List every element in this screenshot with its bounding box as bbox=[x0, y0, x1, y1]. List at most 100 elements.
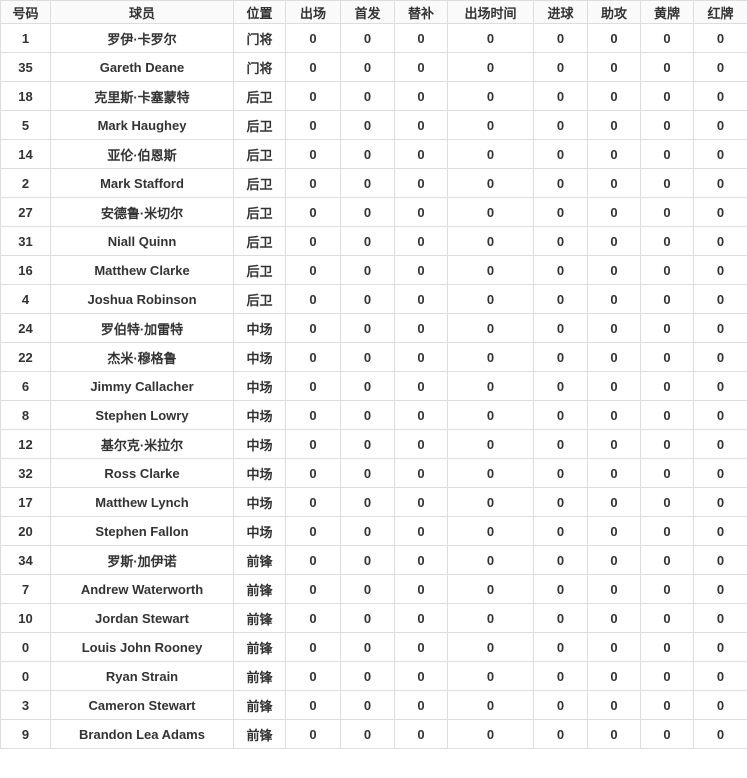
cell-red-cards: 0 bbox=[693, 661, 747, 691]
cell-assists: 0 bbox=[587, 168, 641, 198]
cell-yellow-cards: 0 bbox=[640, 487, 694, 517]
cell-minutes: 0 bbox=[447, 545, 534, 575]
cell-red-cards: 0 bbox=[693, 371, 747, 401]
cell-goals: 0 bbox=[533, 690, 588, 720]
cell-yellow-cards: 0 bbox=[640, 400, 694, 430]
cell-number: 1 bbox=[0, 23, 51, 53]
cell-appearances: 0 bbox=[285, 487, 341, 517]
cell-player: Andrew Waterworth bbox=[50, 574, 234, 604]
cell-appearances: 0 bbox=[285, 574, 341, 604]
cell-number: 7 bbox=[0, 574, 51, 604]
cell-substitute: 0 bbox=[394, 371, 448, 401]
cell-yellow-cards: 0 bbox=[640, 342, 694, 372]
cell-red-cards: 0 bbox=[693, 545, 747, 575]
cell-position: 中场 bbox=[233, 342, 286, 372]
cell-red-cards: 0 bbox=[693, 313, 747, 343]
cell-red-cards: 0 bbox=[693, 81, 747, 111]
cell-substitute: 0 bbox=[394, 168, 448, 198]
cell-substitute: 0 bbox=[394, 545, 448, 575]
cell-appearances: 0 bbox=[285, 81, 341, 111]
column-header-position: 位置 bbox=[233, 0, 286, 24]
cell-red-cards: 0 bbox=[693, 284, 747, 314]
cell-substitute: 0 bbox=[394, 139, 448, 169]
cell-substitute: 0 bbox=[394, 226, 448, 256]
cell-yellow-cards: 0 bbox=[640, 197, 694, 227]
table-body: 1 罗伊·卡罗尔 门将 0 0 0 0 0 0 0 0 35 Gareth Deane 门将 0 0 0 0 0 0 0… bbox=[0, 23, 747, 749]
cell-appearances: 0 bbox=[285, 400, 341, 430]
cell-substitute: 0 bbox=[394, 400, 448, 430]
cell-position: 后卫 bbox=[233, 284, 286, 314]
column-header-substitute: 替补 bbox=[394, 0, 448, 24]
column-header-yellow-cards: 黄牌 bbox=[640, 0, 694, 24]
cell-starts: 0 bbox=[340, 400, 395, 430]
cell-appearances: 0 bbox=[285, 313, 341, 343]
cell-goals: 0 bbox=[533, 168, 588, 198]
column-header-appearances: 出场 bbox=[285, 0, 341, 24]
table-row: 8 Stephen Lowry 中场 0 0 0 0 0 0 0 0 bbox=[0, 400, 747, 430]
cell-red-cards: 0 bbox=[693, 458, 747, 488]
cell-position: 前锋 bbox=[233, 603, 286, 633]
cell-red-cards: 0 bbox=[693, 110, 747, 140]
cell-assists: 0 bbox=[587, 197, 641, 227]
cell-yellow-cards: 0 bbox=[640, 574, 694, 604]
table-row: 6 Jimmy Callacher 中场 0 0 0 0 0 0 0 0 bbox=[0, 371, 747, 401]
cell-starts: 0 bbox=[340, 313, 395, 343]
cell-assists: 0 bbox=[587, 371, 641, 401]
cell-number: 24 bbox=[0, 313, 51, 343]
table-row: 1 罗伊·卡罗尔 门将 0 0 0 0 0 0 0 0 bbox=[0, 23, 747, 53]
cell-yellow-cards: 0 bbox=[640, 719, 694, 749]
cell-position: 后卫 bbox=[233, 197, 286, 227]
cell-starts: 0 bbox=[340, 226, 395, 256]
cell-position: 后卫 bbox=[233, 255, 286, 285]
table-header: 号码 球员 位置 出场 首发 替补 出场时间 进球 助攻 黄牌 红牌 bbox=[0, 0, 747, 24]
cell-player: Mark Stafford bbox=[50, 168, 234, 198]
cell-starts: 0 bbox=[340, 81, 395, 111]
column-header-minutes: 出场时间 bbox=[447, 0, 534, 24]
cell-starts: 0 bbox=[340, 168, 395, 198]
cell-appearances: 0 bbox=[285, 458, 341, 488]
cell-position: 前锋 bbox=[233, 632, 286, 662]
cell-red-cards: 0 bbox=[693, 52, 747, 82]
cell-number: 9 bbox=[0, 719, 51, 749]
table-row: 10 Jordan Stewart 前锋 0 0 0 0 0 0 0 0 bbox=[0, 603, 747, 633]
player-stats-table: 号码 球员 位置 出场 首发 替补 出场时间 进球 助攻 黄牌 红牌 1 罗伊·卡罗尔 门将 0 0 0 0 0 0… bbox=[0, 0, 747, 749]
cell-appearances: 0 bbox=[285, 371, 341, 401]
table-row: 17 Matthew Lynch 中场 0 0 0 0 0 0 0 0 bbox=[0, 487, 747, 517]
cell-number: 3 bbox=[0, 690, 51, 720]
table-row: 35 Gareth Deane 门将 0 0 0 0 0 0 0 0 bbox=[0, 52, 747, 82]
cell-substitute: 0 bbox=[394, 23, 448, 53]
cell-player: Gareth Deane bbox=[50, 52, 234, 82]
cell-starts: 0 bbox=[340, 255, 395, 285]
table-row: 34 罗斯·加伊诺 前锋 0 0 0 0 0 0 0 0 bbox=[0, 545, 747, 575]
cell-position: 后卫 bbox=[233, 81, 286, 111]
cell-goals: 0 bbox=[533, 545, 588, 575]
cell-yellow-cards: 0 bbox=[640, 313, 694, 343]
cell-position: 中场 bbox=[233, 429, 286, 459]
cell-goals: 0 bbox=[533, 197, 588, 227]
column-header-starts: 首发 bbox=[340, 0, 395, 24]
cell-number: 34 bbox=[0, 545, 51, 575]
cell-starts: 0 bbox=[340, 632, 395, 662]
cell-minutes: 0 bbox=[447, 690, 534, 720]
cell-red-cards: 0 bbox=[693, 197, 747, 227]
cell-yellow-cards: 0 bbox=[640, 690, 694, 720]
cell-player: Stephen Lowry bbox=[50, 400, 234, 430]
cell-number: 16 bbox=[0, 255, 51, 285]
cell-number: 0 bbox=[0, 661, 51, 691]
cell-red-cards: 0 bbox=[693, 226, 747, 256]
cell-red-cards: 0 bbox=[693, 632, 747, 662]
cell-minutes: 0 bbox=[447, 632, 534, 662]
cell-goals: 0 bbox=[533, 487, 588, 517]
cell-red-cards: 0 bbox=[693, 400, 747, 430]
cell-position: 中场 bbox=[233, 458, 286, 488]
cell-assists: 0 bbox=[587, 400, 641, 430]
cell-minutes: 0 bbox=[447, 110, 534, 140]
cell-yellow-cards: 0 bbox=[640, 458, 694, 488]
cell-minutes: 0 bbox=[447, 487, 534, 517]
cell-substitute: 0 bbox=[394, 110, 448, 140]
cell-assists: 0 bbox=[587, 545, 641, 575]
cell-starts: 0 bbox=[340, 197, 395, 227]
cell-minutes: 0 bbox=[447, 661, 534, 691]
cell-goals: 0 bbox=[533, 400, 588, 430]
cell-position: 中场 bbox=[233, 371, 286, 401]
